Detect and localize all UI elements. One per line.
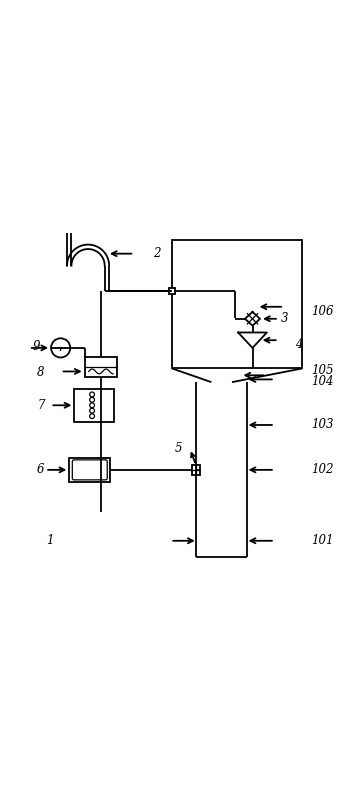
Bar <box>169 288 175 294</box>
Text: 8: 8 <box>36 367 44 379</box>
Text: 104: 104 <box>312 375 334 387</box>
Text: 2: 2 <box>153 247 160 260</box>
Bar <box>85 357 117 377</box>
Text: 102: 102 <box>312 464 334 476</box>
Text: 1: 1 <box>47 534 54 547</box>
Text: 101: 101 <box>312 534 334 547</box>
Text: 6: 6 <box>36 464 44 476</box>
Text: 105: 105 <box>312 363 334 377</box>
Text: 3: 3 <box>281 312 289 325</box>
Text: 7: 7 <box>38 399 45 412</box>
Text: 4: 4 <box>295 338 302 351</box>
Text: 5: 5 <box>175 443 183 456</box>
Bar <box>74 389 114 422</box>
Text: 106: 106 <box>312 306 334 318</box>
Bar <box>192 465 200 475</box>
Text: 9: 9 <box>33 340 40 354</box>
Bar <box>172 240 302 368</box>
Text: 103: 103 <box>312 419 334 431</box>
Bar <box>69 458 110 481</box>
